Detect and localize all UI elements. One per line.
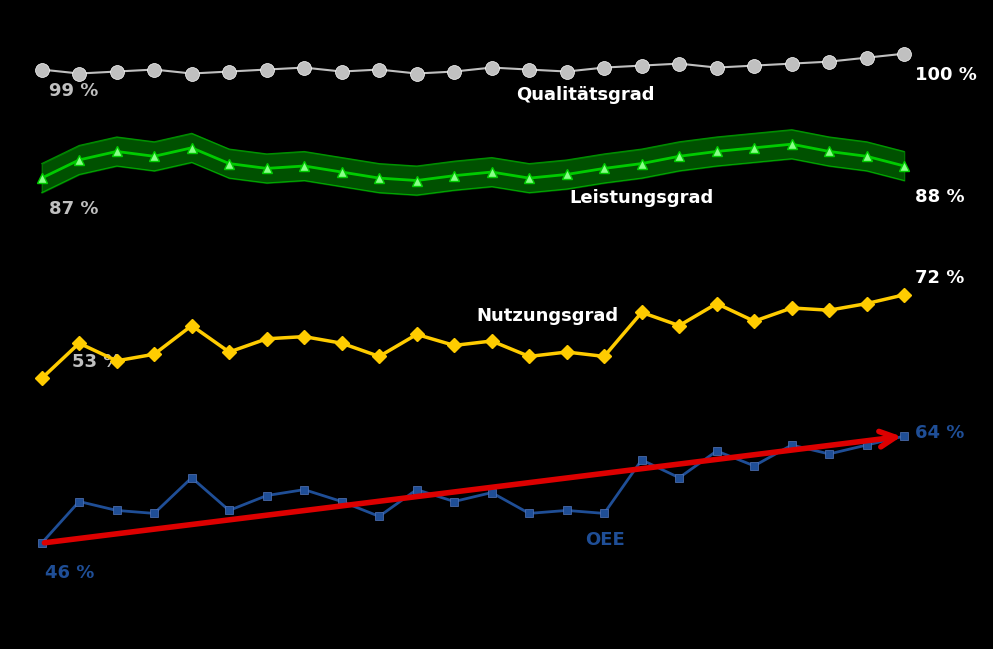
Text: 88 %: 88 %	[916, 188, 965, 206]
Text: 53 %: 53 %	[71, 353, 121, 371]
Text: Nutzungsgrad: Nutzungsgrad	[477, 307, 619, 324]
Text: 87 %: 87 %	[50, 200, 98, 218]
Text: Qualitätsgrad: Qualitätsgrad	[516, 86, 654, 104]
Text: Leistungsgrad: Leistungsgrad	[570, 189, 714, 207]
Text: 100 %: 100 %	[916, 66, 977, 84]
Text: 99 %: 99 %	[50, 82, 98, 100]
Text: 64 %: 64 %	[916, 424, 965, 442]
Text: 72 %: 72 %	[916, 269, 965, 288]
Text: 46 %: 46 %	[46, 564, 94, 582]
Text: OEE: OEE	[586, 531, 626, 549]
